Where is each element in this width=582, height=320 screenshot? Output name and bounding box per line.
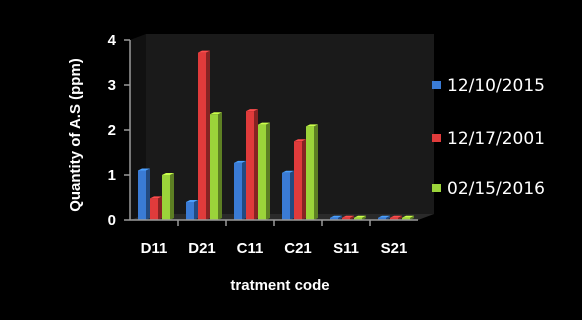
bar-top xyxy=(162,173,174,175)
bar-side xyxy=(302,139,306,220)
bar xyxy=(378,215,390,220)
bar-front xyxy=(246,111,254,220)
bar-side xyxy=(338,215,342,220)
bar-side xyxy=(218,112,222,220)
legend-label: 02/15/2016 xyxy=(447,179,545,199)
bar xyxy=(294,139,306,220)
bar-front xyxy=(150,198,158,220)
bar-top xyxy=(342,215,354,218)
bar-side xyxy=(242,160,246,220)
axes: 0 1 2 3 4 D11 D21 C11 C21 S11 S21 xyxy=(108,32,418,257)
bar-side xyxy=(206,50,210,220)
bar xyxy=(186,200,198,220)
bar-side xyxy=(410,215,414,220)
bar-top xyxy=(258,122,270,125)
bar-front xyxy=(306,126,314,220)
bar-top xyxy=(354,215,366,218)
bar-front xyxy=(378,217,386,220)
bar xyxy=(258,122,270,220)
bar-side xyxy=(398,215,402,220)
bar xyxy=(354,215,366,220)
bar-top xyxy=(390,215,402,218)
legend-label: 12/10/2015 xyxy=(447,76,545,96)
bar xyxy=(330,215,342,220)
bar-top xyxy=(378,215,390,218)
x-tick-label: S11 xyxy=(333,240,359,257)
y-tick-label: 0 xyxy=(108,212,116,229)
bar-side xyxy=(254,109,258,220)
bar-front xyxy=(234,162,242,220)
bar-front xyxy=(138,170,146,220)
bar-top xyxy=(282,170,294,173)
bar-side xyxy=(158,196,162,220)
x-tick-label: C21 xyxy=(284,240,312,257)
bar xyxy=(402,215,414,220)
legend-label: 12/17/2001 xyxy=(447,129,545,149)
bar-front xyxy=(162,175,170,220)
bar xyxy=(246,109,258,220)
x-tick-label: D21 xyxy=(188,240,216,257)
bar xyxy=(150,196,162,220)
bar-side xyxy=(386,215,390,220)
bar-top xyxy=(234,160,246,163)
x-axis-title: tratment code xyxy=(230,277,329,294)
bar-front xyxy=(258,124,266,220)
legend-swatch xyxy=(432,134,441,142)
bars xyxy=(138,50,414,220)
bar-front xyxy=(210,114,218,220)
bar xyxy=(210,112,222,220)
bar xyxy=(138,168,150,220)
bar-top xyxy=(210,112,222,115)
bar-top xyxy=(294,139,306,142)
y-tick-label: 3 xyxy=(108,77,116,94)
x-tick-label: C11 xyxy=(237,240,264,257)
bar-top xyxy=(186,200,198,202)
legend: 12/10/2015 12/17/2001 02/15/2016 xyxy=(432,76,545,199)
bar-side xyxy=(350,215,354,220)
bar-front xyxy=(186,202,194,220)
bar-top xyxy=(330,215,342,218)
y-tick-label: 1 xyxy=(108,167,116,184)
bar xyxy=(234,160,246,220)
bar-front xyxy=(402,217,410,220)
legend-swatch xyxy=(432,81,441,89)
bar xyxy=(162,173,174,220)
bar-front xyxy=(390,217,398,220)
bar-side xyxy=(170,173,174,220)
bar-front xyxy=(354,217,362,220)
bar-top xyxy=(402,215,414,218)
bar-top xyxy=(198,50,210,53)
bar xyxy=(390,215,402,220)
bar-side xyxy=(362,215,366,220)
bar xyxy=(306,124,318,220)
bar-side xyxy=(290,170,294,220)
bar-side xyxy=(194,200,198,220)
bar xyxy=(198,50,210,220)
bar-front xyxy=(330,217,338,220)
x-tick-label: S21 xyxy=(381,240,408,257)
bar-front xyxy=(294,141,302,220)
y-axis-title: Quantity of A.S (ppm) xyxy=(67,58,84,212)
bar-top xyxy=(306,124,318,127)
bar-front xyxy=(342,217,350,220)
y-tick-label: 2 xyxy=(108,122,116,139)
legend-swatch xyxy=(432,184,441,192)
bar-side xyxy=(146,168,150,220)
bar xyxy=(282,170,294,220)
bar-side xyxy=(266,122,270,220)
x-tick-label: D11 xyxy=(141,240,168,257)
bar-top xyxy=(246,109,258,112)
bar-front xyxy=(198,52,206,220)
y-tick-label: 4 xyxy=(108,32,117,49)
bar-side xyxy=(314,124,318,220)
bar-top xyxy=(150,196,162,199)
bar-front xyxy=(282,172,290,220)
bar-top xyxy=(138,168,150,171)
bar xyxy=(342,215,354,220)
